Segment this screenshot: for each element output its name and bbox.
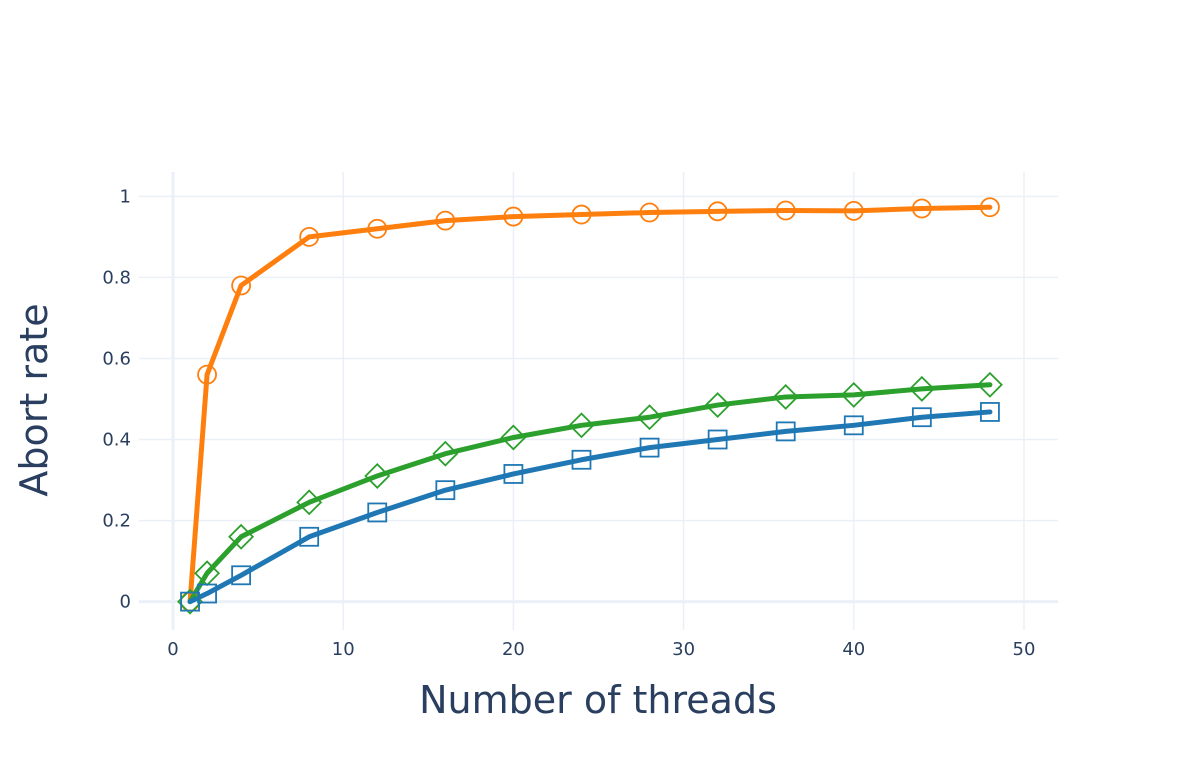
data-point-square bbox=[435, 480, 456, 501]
data-point-circle bbox=[503, 206, 524, 227]
data-point-diamond bbox=[364, 463, 391, 489]
data-point-square bbox=[707, 429, 728, 450]
data-point-diamond bbox=[432, 440, 459, 467]
series-line-circle bbox=[187, 204, 993, 605]
data-point-circle bbox=[197, 364, 217, 385]
x-tick-label: 0 bbox=[167, 639, 178, 660]
x-tick-label: 10 bbox=[332, 639, 355, 660]
data-point-diamond bbox=[704, 392, 731, 419]
y-tick-label: 0.2 bbox=[102, 511, 131, 532]
data-point-diamond bbox=[228, 523, 255, 550]
grid-layer bbox=[139, 172, 1058, 630]
y-tick-label: 0 bbox=[120, 592, 131, 613]
data-point-diamond bbox=[296, 489, 323, 516]
data-point-square bbox=[231, 565, 252, 586]
data-point-circle bbox=[980, 197, 1000, 218]
data-point-circle bbox=[435, 210, 456, 231]
data-point-square bbox=[843, 415, 864, 436]
data-point-circle bbox=[843, 201, 864, 221]
data-point-circle bbox=[571, 204, 592, 225]
series-line-square bbox=[187, 409, 993, 605]
data-point-circle bbox=[911, 198, 932, 219]
y-tick-label: 0.8 bbox=[102, 267, 131, 288]
y-tick-label: 0.6 bbox=[102, 348, 131, 369]
data-point-circle bbox=[367, 218, 388, 239]
data-point-circle bbox=[707, 201, 728, 222]
data-point-diamond bbox=[568, 412, 595, 439]
data-point-square bbox=[911, 407, 932, 428]
y-tick-label: 1 bbox=[120, 186, 131, 207]
data-point-circle bbox=[639, 202, 660, 223]
x-tick-label: 30 bbox=[672, 639, 695, 660]
data-point-circle bbox=[231, 275, 252, 296]
data-point-square bbox=[639, 437, 660, 458]
data-point-diamond bbox=[976, 371, 1003, 398]
data-point-square bbox=[503, 464, 524, 484]
data-point-square bbox=[299, 526, 320, 547]
tick-labels: 0 10 20 30 40 50 0 0.2 0.4 0.6 0.8 1 bbox=[102, 186, 1035, 660]
y-axis-title: Abort rate bbox=[12, 303, 56, 496]
x-tick-label: 50 bbox=[1013, 639, 1036, 660]
series-layer bbox=[177, 197, 1003, 615]
data-point-square bbox=[367, 502, 388, 523]
x-axis-title: Number of threads bbox=[419, 678, 777, 722]
data-point-diamond bbox=[840, 381, 867, 408]
data-point-square bbox=[980, 402, 1000, 422]
data-point-square bbox=[197, 583, 217, 604]
data-point-square bbox=[775, 421, 796, 442]
data-point-square bbox=[571, 449, 592, 470]
data-point-diamond bbox=[636, 404, 663, 431]
data-point-circle bbox=[775, 200, 796, 221]
x-tick-label: 20 bbox=[502, 639, 525, 660]
y-tick-label: 0.4 bbox=[102, 430, 131, 451]
data-point-diamond bbox=[772, 383, 799, 410]
x-tick-label: 40 bbox=[842, 639, 865, 660]
series-line-diamond bbox=[187, 382, 993, 605]
data-point-diamond bbox=[908, 375, 935, 402]
data-point-diamond bbox=[500, 424, 527, 451]
data-point-circle bbox=[299, 226, 320, 247]
